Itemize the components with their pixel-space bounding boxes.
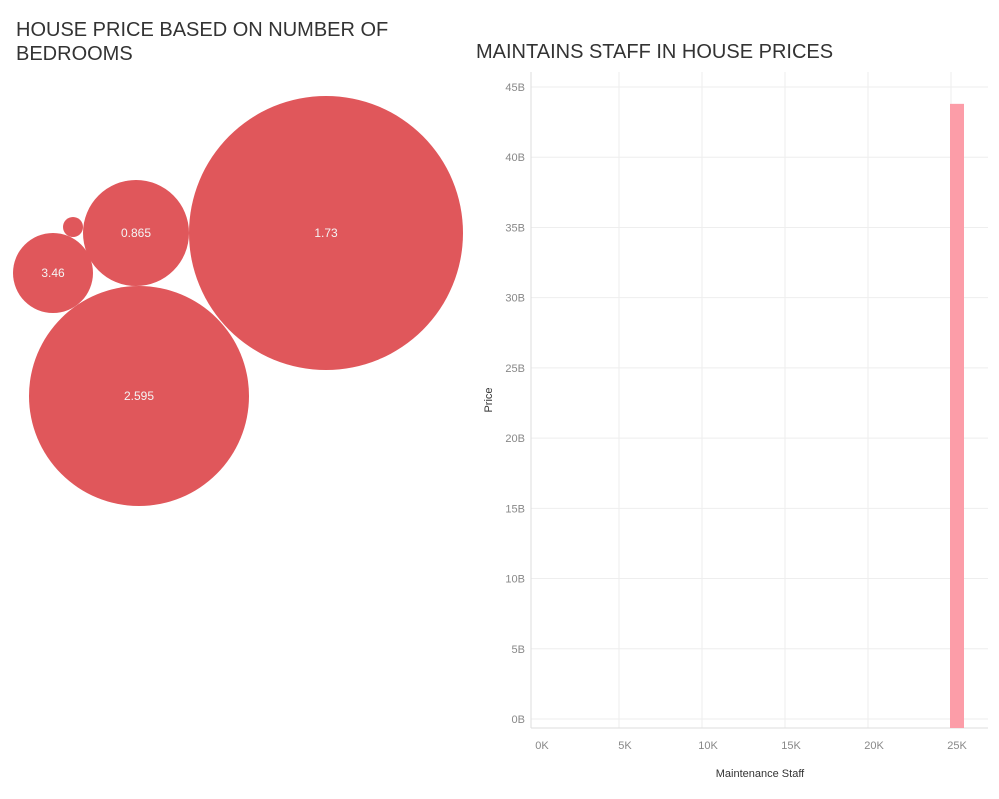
y-tick-label: 25B: [505, 363, 525, 375]
x-tick-label: 15K: [781, 740, 801, 752]
y-tick-label: 15B: [505, 503, 525, 515]
x-tick-label: 10K: [698, 740, 718, 752]
x-tick-label: 20K: [864, 740, 884, 752]
y-tick-label: 10B: [505, 574, 525, 586]
y-tick-label: 40B: [505, 152, 525, 164]
bubble-label: 1.73: [314, 226, 338, 240]
bubble-label: 2.595: [124, 389, 154, 403]
bar: [950, 103, 964, 728]
y-tick-label: 5B: [512, 644, 525, 656]
y-tick-label: 30B: [505, 293, 525, 305]
y-tick-label: 35B: [505, 222, 525, 234]
y-tick-label: 45B: [505, 82, 525, 94]
y-tick-label: 20B: [505, 433, 525, 445]
bubble-label: 0.865: [121, 226, 151, 240]
y-axis-title: Price: [483, 387, 495, 412]
bubble: [13, 233, 93, 313]
bubble: [189, 96, 463, 370]
x-tick-label: 25K: [947, 740, 967, 752]
x-tick-label: 0K: [535, 740, 549, 752]
x-tick-label: 5K: [618, 740, 632, 752]
x-axis-title: Maintenance Staff: [716, 768, 805, 780]
bubble-label: 3.46: [41, 266, 65, 280]
y-tick-label: 0B: [512, 714, 525, 726]
bubble: [63, 217, 83, 237]
bubble: [83, 180, 189, 286]
bubble-chart-title: HOUSE PRICE BASED ON NUMBER OF BEDROOMS: [16, 19, 389, 65]
bubble: [29, 286, 249, 506]
bar-chart-title: MAINTAINS STAFF IN HOUSE PRICES: [476, 41, 834, 63]
